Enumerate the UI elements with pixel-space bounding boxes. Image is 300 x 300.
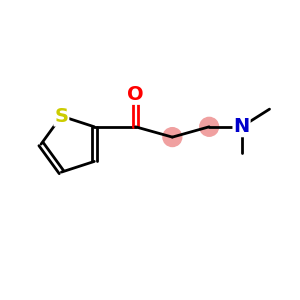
Text: N: N [233,117,250,136]
Circle shape [200,117,219,136]
Text: S: S [54,106,68,126]
Circle shape [163,128,182,146]
Text: O: O [127,85,144,104]
